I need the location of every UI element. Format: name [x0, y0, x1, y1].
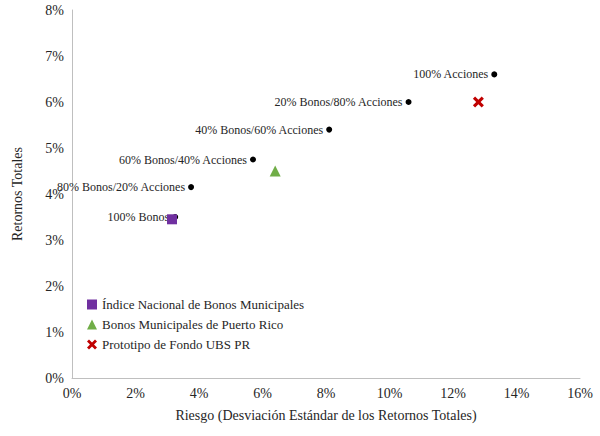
- svg-text:3%: 3%: [45, 233, 64, 248]
- svg-text:14%: 14%: [504, 386, 530, 401]
- svg-text:1%: 1%: [45, 325, 64, 340]
- svg-text:Bonos Municipales de Puerto Ri: Bonos Municipales de Puerto Rico: [102, 317, 283, 332]
- svg-text:40% Bonos/60% Acciones: 40% Bonos/60% Acciones: [195, 123, 323, 137]
- svg-text:100% Bonos: 100% Bonos: [108, 210, 170, 224]
- svg-text:80% Bonos/20% Acciones: 80% Bonos/20% Acciones: [57, 180, 185, 194]
- svg-text:Riesgo (Desviación Estándar de: Riesgo (Desviación Estándar de los Retor…: [175, 408, 477, 424]
- svg-text:4%: 4%: [190, 386, 209, 401]
- svg-text:7%: 7%: [45, 49, 64, 64]
- svg-text:0%: 0%: [63, 386, 82, 401]
- svg-text:60% Bonos/40% Acciones: 60% Bonos/40% Acciones: [119, 153, 247, 167]
- svg-text:Índice Nacional de Bonos Munic: Índice Nacional de Bonos Municipales: [102, 297, 304, 312]
- svg-text:8%: 8%: [45, 3, 64, 18]
- svg-text:8%: 8%: [317, 386, 336, 401]
- svg-text:2%: 2%: [126, 386, 145, 401]
- svg-text:Retornos Totales: Retornos Totales: [10, 147, 25, 241]
- svg-text:0%: 0%: [45, 371, 64, 386]
- svg-text:6%: 6%: [253, 386, 272, 401]
- svg-text:5%: 5%: [45, 141, 64, 156]
- svg-text:20% Bonos/80% Acciones: 20% Bonos/80% Acciones: [275, 95, 403, 109]
- svg-text:2%: 2%: [45, 279, 64, 294]
- svg-text:16%: 16%: [567, 386, 593, 401]
- svg-text:12%: 12%: [440, 386, 466, 401]
- svg-text:Prototipo de Fondo UBS PR: Prototipo de Fondo UBS PR: [102, 337, 250, 352]
- svg-text:100% Acciones: 100% Acciones: [413, 67, 488, 81]
- svg-text:6%: 6%: [45, 95, 64, 110]
- svg-text:10%: 10%: [377, 386, 403, 401]
- svg-text:4%: 4%: [45, 186, 64, 202]
